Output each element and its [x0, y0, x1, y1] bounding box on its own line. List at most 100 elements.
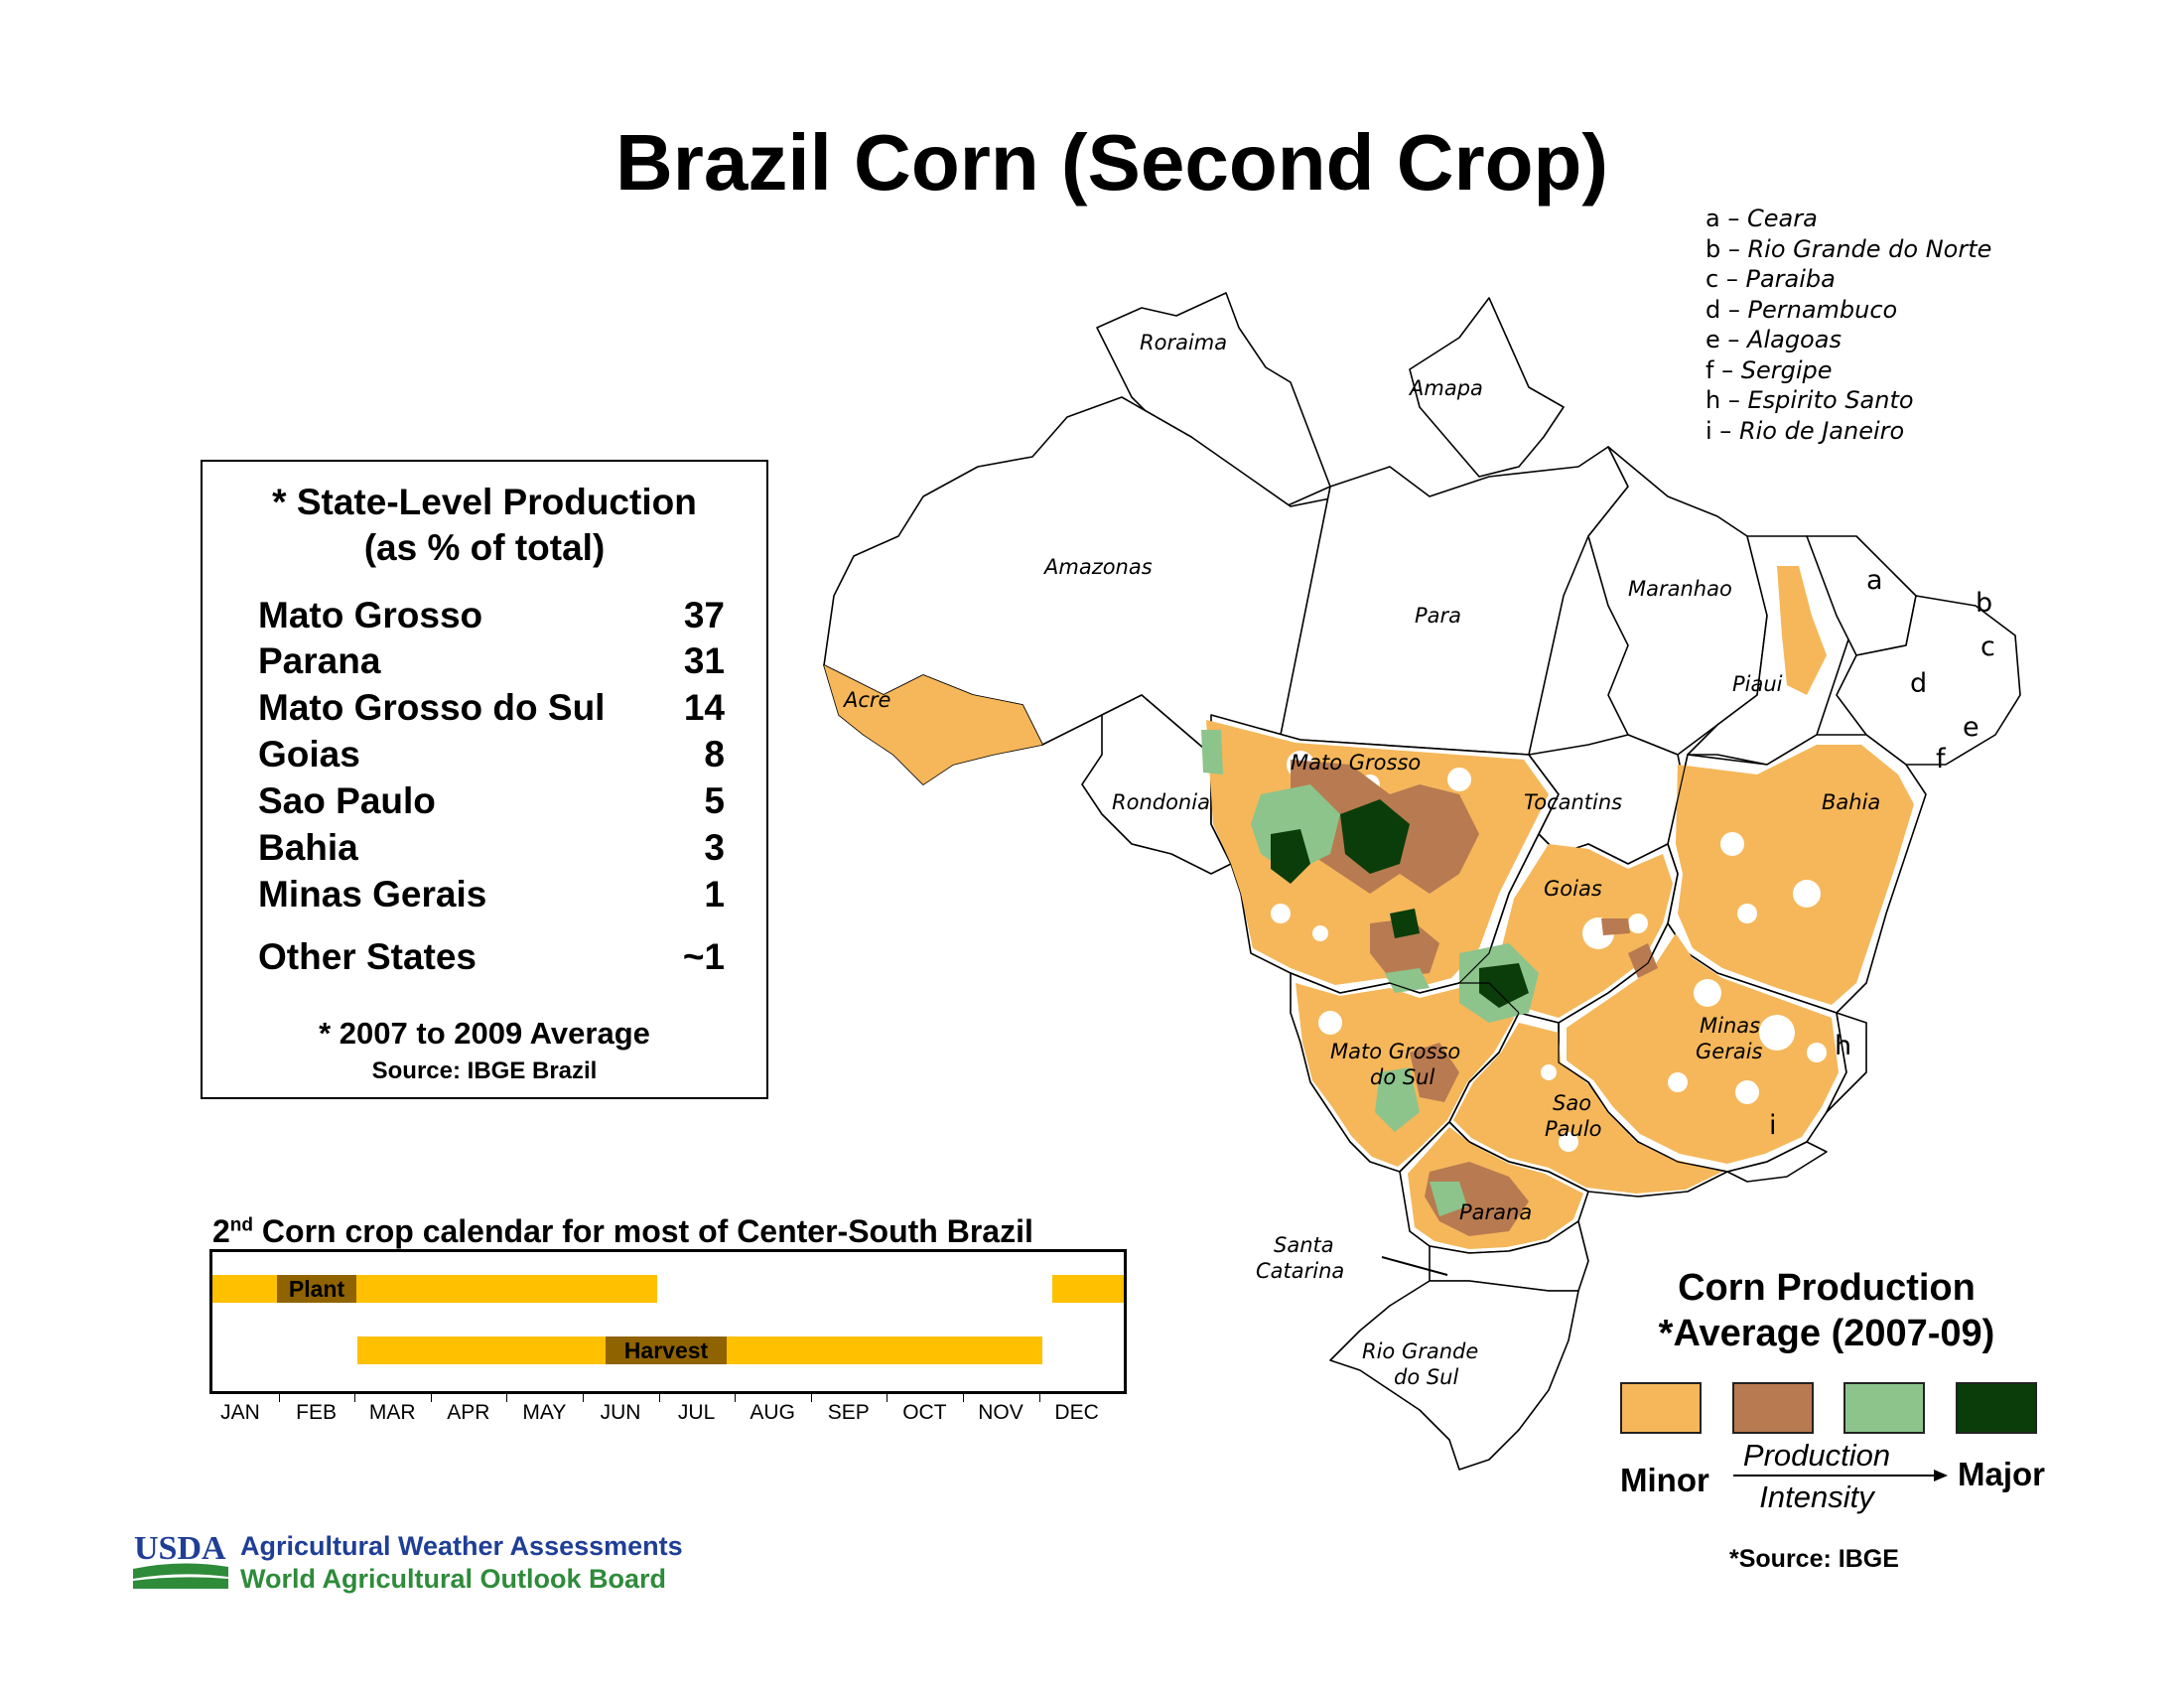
label-amapa: Amapa: [1408, 376, 1483, 400]
label-mato-grosso: Mato Grosso: [1291, 751, 1421, 774]
label-tocantins: Tocantins: [1524, 790, 1622, 814]
label-parana: Parana: [1459, 1200, 1532, 1224]
stats-row: Goias 8: [258, 734, 725, 774]
crop-calendar: [209, 1249, 1127, 1394]
month-label: MAR: [368, 1401, 416, 1424]
abbr-row: d – Pernambuco: [1706, 295, 1898, 324]
stats-row: Mato Grosso do Sul 14: [258, 687, 725, 728]
legend-axis-label-production: Production: [1742, 1438, 1891, 1473]
santa-catarina-pointer: [1381, 1256, 1448, 1276]
label-catarina: Catarina: [1256, 1259, 1344, 1283]
month-tick: [735, 1394, 737, 1402]
month-tick: [354, 1394, 356, 1402]
legend-subtitle: *Average (2007-09): [1658, 1313, 1995, 1354]
stats-subheading: (as % of total): [363, 527, 606, 568]
stats-heading: * State-Level Production: [272, 482, 697, 522]
abbr-row: h – Espirito Santo: [1706, 386, 1914, 414]
state-ne-coast: [1836, 595, 2021, 766]
stats-row: Bahia 3: [258, 827, 725, 868]
legend-swatch-significant: [1843, 1382, 1925, 1434]
state-para: [1280, 446, 1629, 756]
state-espirito-santo: [1826, 1012, 1867, 1113]
abbr-row: i – Rio de Janeiro: [1706, 416, 1905, 445]
label-e: e: [1963, 712, 1979, 743]
label-piaui: Piaui: [1732, 672, 1783, 696]
month-label: AUG: [750, 1401, 795, 1424]
label-acre: Acre: [842, 688, 890, 712]
legend-swatch-minor: [1620, 1382, 1702, 1434]
production-major-areas: [1271, 799, 1529, 1008]
label-a: a: [1866, 565, 1883, 596]
label-rondonia: Rondonia: [1112, 790, 1210, 814]
calendar-title: 2nd Corn crop calendar for most of Cente…: [212, 1213, 1033, 1249]
label-i: i: [1769, 1110, 1777, 1141]
label-rio-grande: Rio Grande: [1362, 1339, 1478, 1363]
legend-source: *Source: IBGE: [1729, 1545, 1899, 1573]
stats-row: Other States ~1: [258, 936, 725, 977]
label-do-sul: do Sul: [1394, 1365, 1458, 1389]
month-label: JAN: [220, 1401, 260, 1424]
map-title: Brazil Corn (Second Crop): [614, 118, 1609, 207]
abbr-row: a – Ceara: [1706, 205, 1818, 232]
label-para: Para: [1415, 604, 1461, 628]
stats-row: Mato Grosso 37: [258, 595, 725, 635]
label-amazonas: Amazonas: [1042, 555, 1153, 579]
label-gerais: Gerais: [1696, 1040, 1763, 1063]
label-paulo: Paulo: [1545, 1117, 1602, 1141]
month-label: FEB: [296, 1401, 338, 1424]
legend-major-label: Major: [1958, 1456, 2046, 1492]
state-rio-grande-do-sul: [1329, 1280, 1579, 1471]
legend-minor-label: Minor: [1620, 1462, 1709, 1498]
stats-footnote: * 2007 to 2009 Average: [319, 1016, 650, 1051]
month-tick: [278, 1394, 280, 1402]
legend-intensity-arrow: [1733, 1470, 1948, 1481]
month-label: APR: [447, 1401, 490, 1424]
state-outline-overlay: [1290, 754, 1728, 1193]
month-label: MAY: [522, 1401, 567, 1424]
footer-line-2: World Agricultural Outlook Board: [240, 1564, 667, 1594]
stats-source: Source: IBGE Brazil: [371, 1057, 598, 1084]
legend-title: Corn Production: [1678, 1267, 1976, 1309]
abbr-row: b – Rio Grande do Norte: [1706, 234, 1992, 263]
plant-marker: Plant: [277, 1275, 356, 1303]
month-label: OCT: [902, 1401, 947, 1424]
month-label: SEP: [827, 1401, 870, 1424]
label-h: h: [1835, 1031, 1851, 1061]
legend-swatch-major: [1956, 1382, 2037, 1434]
stats-row: Sao Paulo 5: [258, 780, 725, 821]
state-rondonia: [1081, 694, 1232, 875]
label-santa: Santa: [1274, 1233, 1334, 1257]
month-tick: [583, 1394, 584, 1402]
label-f: f: [1936, 744, 1947, 774]
label-d: d: [1910, 668, 1927, 699]
planting-season-bar-dec: [1052, 1275, 1124, 1303]
label-bahia: Bahia: [1822, 790, 1880, 814]
month-label: NOV: [978, 1401, 1024, 1424]
month-tick: [658, 1394, 660, 1402]
abbr-row: e – Alagoas: [1706, 326, 1842, 353]
label-b: b: [1976, 588, 1992, 619]
stats-row: Minas Gerais 1: [258, 874, 725, 914]
month-tick: [1038, 1394, 1040, 1402]
month-tick: [430, 1394, 432, 1402]
label-mato-grosso-do-sul-2: do Sul: [1370, 1065, 1434, 1089]
state-maranhao: [1587, 446, 1778, 756]
label-roraima: Roraima: [1140, 331, 1227, 354]
state-abbreviation-key: a – Ceara b – Rio Grande do Norte c – Pa…: [1706, 204, 1991, 446]
label-c: c: [1980, 632, 1995, 662]
state-amapa: [1409, 297, 1565, 478]
svg-text:USDA: USDA: [134, 1530, 226, 1567]
month-label: JUN: [600, 1401, 641, 1424]
stats-row: Parana 31: [258, 640, 725, 681]
legend-axis-label-intensity: Intensity: [1759, 1479, 1874, 1514]
month-tick: [963, 1394, 964, 1402]
state-rio-de-janeiro: [1726, 1141, 1828, 1183]
usda-logo: USDA: [133, 1530, 228, 1589]
label-goias: Goias: [1544, 877, 1602, 901]
abbr-row: f – Sergipe: [1706, 355, 1833, 384]
label-maranhao: Maranhao: [1628, 577, 1732, 601]
footer-line-1: Agricultural Weather Assessments: [240, 1531, 683, 1561]
harvest-marker: Harvest: [606, 1336, 727, 1364]
month-tick: [810, 1394, 812, 1402]
